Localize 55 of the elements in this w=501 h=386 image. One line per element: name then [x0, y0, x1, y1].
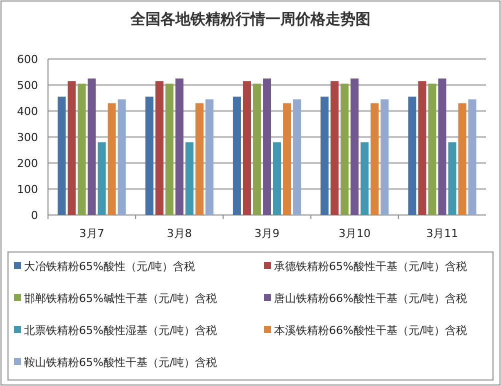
- bar: [448, 142, 456, 215]
- y-tick-label: 400: [17, 105, 38, 118]
- bar: [185, 142, 194, 215]
- legend-label: 邯郸铁精粉65%碱性干基（元/吨）含税: [24, 292, 218, 305]
- x-tick-label: 3月10: [338, 227, 371, 240]
- bar: [68, 81, 76, 215]
- bar: [242, 81, 251, 215]
- bar: [408, 96, 416, 215]
- bar: [98, 142, 106, 215]
- bar: [165, 84, 174, 215]
- legend-label: 鞍山铁精粉65%酸性干基（元/吨）含税: [24, 356, 218, 369]
- legend-label: 本溪铁精粉66%酸性干基（元/吨）含税: [274, 324, 468, 337]
- y-tick-label: 100: [17, 183, 38, 196]
- bar: [262, 78, 272, 215]
- bar: [175, 78, 184, 215]
- bar: [273, 142, 282, 215]
- bar: [88, 78, 96, 215]
- bar: [58, 96, 66, 215]
- bar: [380, 99, 389, 215]
- bar: [428, 84, 436, 215]
- bar: [145, 96, 154, 215]
- bar: [78, 84, 86, 215]
- x-tick-label: 3月11: [426, 227, 458, 240]
- y-tick-label: 0: [31, 209, 38, 222]
- bar: [320, 96, 329, 215]
- chart-title: 全国各地铁精粉行情一周价格走势图: [130, 10, 370, 28]
- bar: [283, 103, 292, 215]
- bar: [458, 103, 466, 215]
- bar: [350, 78, 359, 215]
- bar: [370, 103, 379, 215]
- bar: [418, 81, 426, 215]
- y-tick-label: 500: [17, 79, 38, 92]
- bar: [252, 84, 261, 215]
- y-tick-label: 200: [17, 157, 38, 170]
- bar: [330, 81, 339, 215]
- legend-label: 唐山铁精粉66%酸性干基（元/吨）含税: [274, 292, 468, 305]
- x-tick-label: 3月9: [254, 227, 280, 240]
- bar: [468, 99, 476, 215]
- bar: [205, 99, 214, 215]
- bar: [118, 99, 126, 215]
- legend-label: 北票铁精粉65%酸性湿基（元/吨）含税: [24, 324, 218, 337]
- legend-label: 大冶铁精粉65%酸性（元/吨）含税: [24, 260, 196, 273]
- bar: [155, 81, 164, 215]
- bar: [293, 99, 302, 215]
- bar: [340, 84, 349, 215]
- y-tick-label: 300: [17, 131, 38, 144]
- x-tick-label: 3月8: [166, 227, 192, 240]
- legend-label: 承德铁精粉65%酸性干基（元/吨）含税: [274, 260, 468, 273]
- bar: [438, 78, 446, 215]
- y-tick-label: 600: [17, 53, 38, 66]
- x-tick-label: 3月7: [79, 227, 104, 240]
- bar: [232, 96, 241, 215]
- bar: [195, 103, 204, 215]
- bar: [108, 103, 116, 215]
- bar: [360, 142, 369, 215]
